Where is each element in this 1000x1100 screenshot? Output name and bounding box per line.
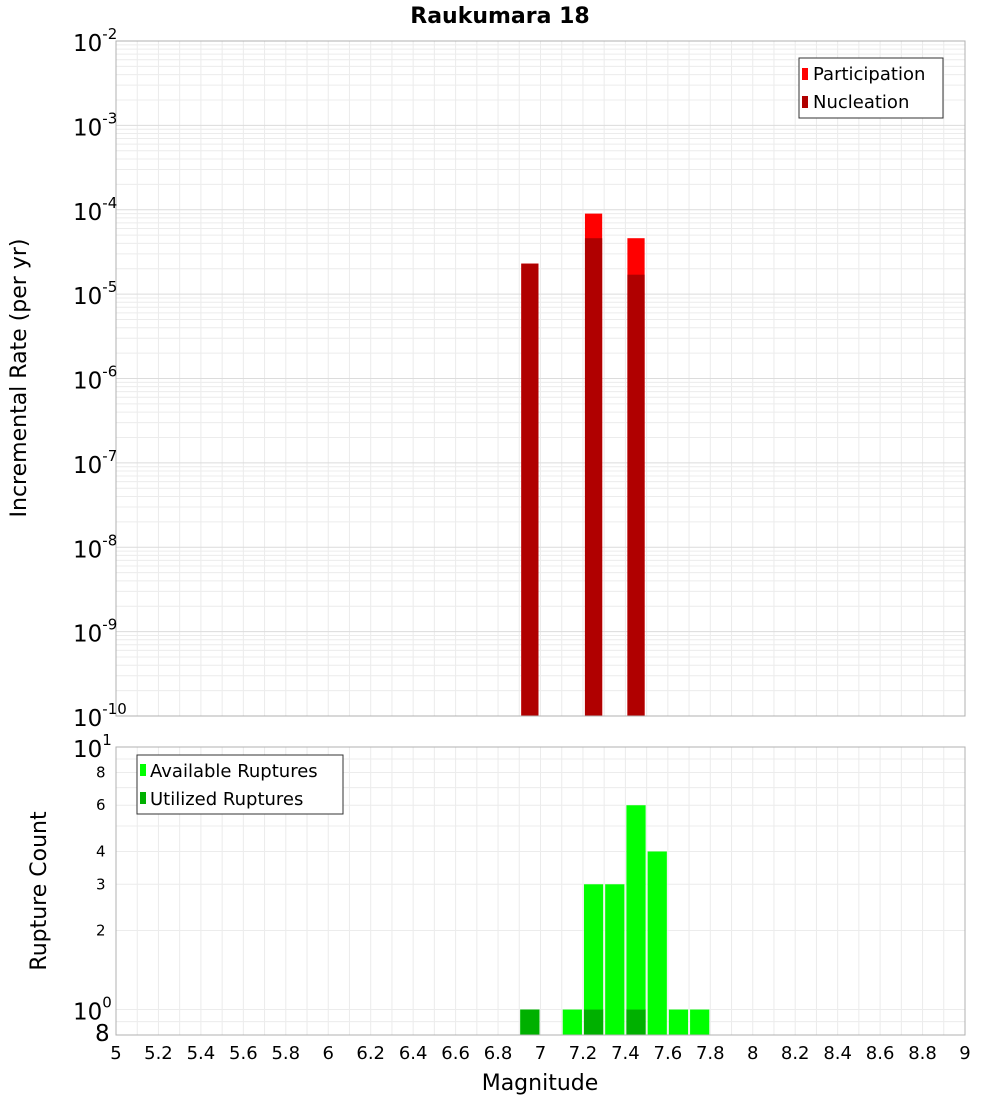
x-tick-label: 5.6 (229, 1043, 258, 1064)
x-tick-label: 7 (535, 1043, 546, 1064)
bottom-y-tick-label: 4 (96, 842, 106, 860)
available-ruptures-bar (605, 884, 625, 1035)
available-ruptures-bar (626, 805, 646, 1035)
bottom-y-major-tick-label: 100 (73, 994, 112, 1026)
x-tick-label: 5 (110, 1043, 121, 1064)
x-tick-label: 8.4 (823, 1043, 852, 1064)
x-tick-label: 5.2 (144, 1043, 173, 1064)
available-ruptures-bar (668, 1009, 689, 1035)
top-legend-box (798, 57, 944, 119)
x-tick-label: 6.2 (356, 1043, 385, 1064)
legend-nucleation-label: Nucleation (813, 92, 909, 113)
top-y-tick-label: 10-2 (73, 25, 117, 57)
top-y-tick-label: 10-10 (73, 700, 127, 732)
x-tick-label: 8 (747, 1043, 758, 1064)
top-y-tick-label: 10-5 (73, 278, 117, 310)
utilized-ruptures-bar (520, 1009, 540, 1035)
top-bars (521, 213, 645, 717)
legend-nucleation-swatch (802, 96, 808, 108)
x-tick-label: 8.8 (908, 1043, 937, 1064)
top-y-axis-label: Incremental Rate (per yr) (7, 239, 32, 518)
nucleation-bar (627, 274, 645, 716)
x-tick-label: 6.6 (441, 1043, 470, 1064)
x-tick-label: 5.4 (187, 1043, 216, 1064)
bottom-bars (520, 805, 710, 1035)
top-y-tick-label: 10-9 (73, 616, 117, 648)
x-tick-label: 8.6 (866, 1043, 895, 1064)
x-tick-label: 8.2 (781, 1043, 810, 1064)
top-plot-panel: 10-10 10-9 10-8 10-7 10-6 10-5 10-4 10-3 10-2 In… (7, 25, 966, 732)
x-tick-label: 9 (959, 1043, 970, 1064)
legend-utilized-label: Utilized Ruptures (150, 789, 303, 810)
top-y-tick-label: 10-8 (73, 531, 117, 563)
nucleation-bar (521, 263, 539, 716)
top-grid (115, 41, 966, 717)
top-legend: Participation Nucleation (798, 57, 944, 119)
x-tick-label: 6.8 (484, 1043, 513, 1064)
top-y-tick-labels: 10-10 10-9 10-8 10-7 10-6 10-5 10-4 10-3 10-2 (73, 25, 127, 732)
bottom-legend-box (136, 754, 344, 815)
available-ruptures-bar (690, 1009, 710, 1035)
legend-available-swatch (140, 764, 146, 776)
top-y-tick-label: 10-4 (73, 194, 117, 226)
x-tick-label: 7.8 (696, 1043, 725, 1064)
utilized-ruptures-bar (626, 1009, 646, 1035)
nucleation-bar (584, 238, 603, 716)
legend-utilized-swatch (140, 792, 146, 804)
x-axis-label: Magnitude (482, 1071, 599, 1096)
x-tick-label: 7.2 (569, 1043, 598, 1064)
x-tick-label: 7.6 (654, 1043, 683, 1064)
bottom-y-tick-label: 2 (96, 922, 106, 940)
utilized-ruptures-bar (583, 1009, 604, 1035)
top-plot-frame (115, 40, 966, 717)
bottom-y-tick-label: 8 (96, 763, 106, 781)
available-ruptures-bar (562, 1009, 582, 1035)
legend-available-label: Available Ruptures (150, 761, 318, 782)
x-tick-label: 7.4 (611, 1043, 640, 1064)
bottom-y-tick-label: 3 (96, 875, 106, 893)
bottom-plot-frame (115, 746, 966, 1036)
bottom-y-axis-label: Rupture Count (27, 811, 52, 971)
bottom-legend: Available Ruptures Utilized Ruptures (136, 754, 344, 815)
chart-title: Raukumara 18 (410, 4, 589, 29)
x-tick-label: 5.8 (271, 1043, 300, 1064)
x-tick-labels: 5 5.2 5.4 5.6 5.8 6 6.2 6.4 6.6 6.8 7 7.2 7.4 7.6 7.8 8… (110, 1043, 970, 1064)
legend-participation-label: Participation (813, 64, 925, 85)
top-y-tick-label: 10-7 (73, 447, 117, 479)
legend-participation-swatch (802, 68, 808, 80)
top-y-tick-label: 10-3 (73, 109, 117, 141)
available-ruptures-bar (647, 851, 667, 1035)
x-tick-label: 6 (323, 1043, 334, 1064)
top-y-tick-label: 10-6 (73, 363, 117, 395)
x-tick-label: 6.4 (399, 1043, 428, 1064)
available-ruptures-bar (583, 884, 604, 1035)
bottom-y-tick-label: 8 (95, 1021, 110, 1047)
bottom-y-major-tick-label: 101 (73, 731, 112, 763)
bottom-y-tick-label: 6 (96, 796, 106, 814)
